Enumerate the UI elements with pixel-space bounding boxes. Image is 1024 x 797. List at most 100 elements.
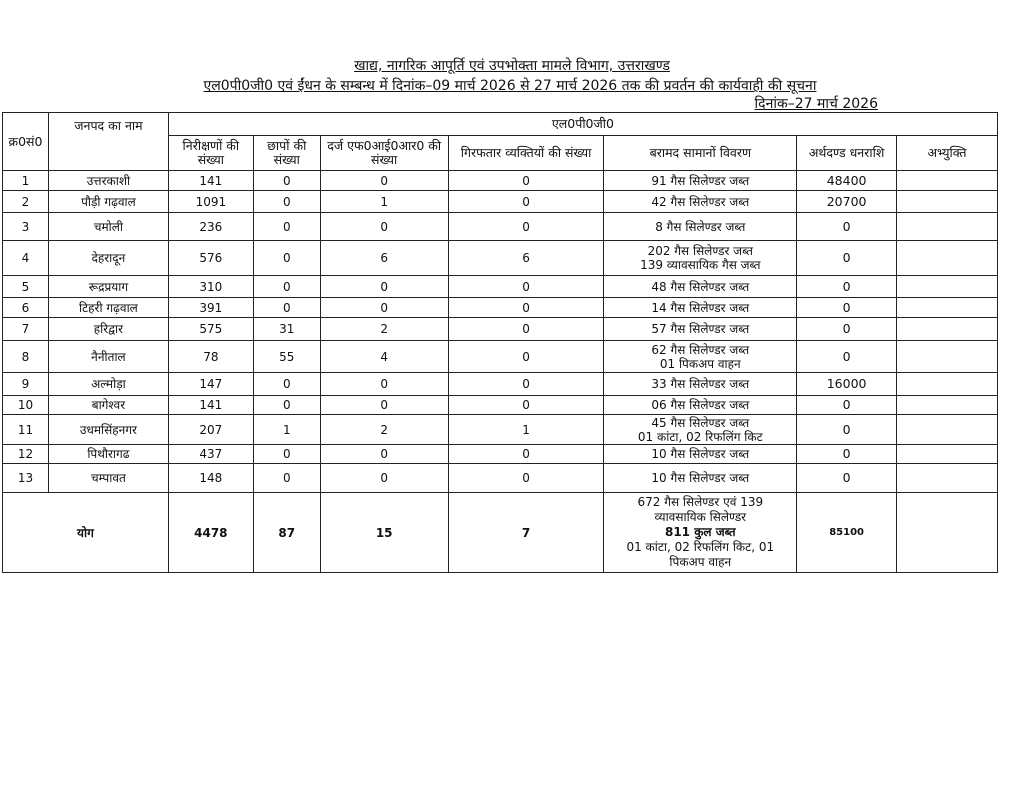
cell-items: 48 गैस सिलेण्डर जब्त xyxy=(603,275,798,298)
total-items-line: 811 कुल जब्त xyxy=(664,525,736,539)
cell-district: नैनीताल xyxy=(47,340,169,373)
cell-fine: 0 xyxy=(796,297,898,318)
cell-raids: 31 xyxy=(252,317,321,341)
total-fine: 85100 xyxy=(796,492,898,573)
cell-district: चम्पावत xyxy=(47,463,169,493)
enforcement-table: क्र0सं0 जनपद का नाम एल0पी0जी0 निरीक्षणों… xyxy=(2,112,999,573)
cell-arrests: 0 xyxy=(447,444,605,464)
cell-district: देहरादून xyxy=(47,240,169,276)
cell-sno: 8 xyxy=(2,340,49,373)
cell-fine: 20700 xyxy=(796,190,898,213)
cell-fir: 1 xyxy=(319,190,449,213)
col-sno: क्र0सं0 xyxy=(2,112,49,171)
cell-raids: 0 xyxy=(252,463,321,493)
cell-remarks xyxy=(896,414,998,445)
cell-fir: 0 xyxy=(319,395,449,415)
col-items: बरामद सामानों विवरण xyxy=(603,135,798,171)
cell-fir: 2 xyxy=(319,317,449,341)
total-inspections: 4478 xyxy=(167,492,254,573)
total-items-line: पिकअप वाहन xyxy=(669,555,732,569)
cell-arrests: 0 xyxy=(447,212,605,241)
total-items-line: व्यावसायिक सिलेण्डर xyxy=(654,510,747,524)
cell-sno: 5 xyxy=(2,275,49,298)
cell-sno: 6 xyxy=(2,297,49,318)
col-district: जनपद का नाम xyxy=(47,112,169,171)
cell-fine: 0 xyxy=(796,275,898,298)
total-items-line: 01 कांटा, 02 रिफलिंग किट, 01 xyxy=(626,540,775,554)
cell-fine: 0 xyxy=(796,212,898,241)
cell-sno: 9 xyxy=(2,372,49,396)
cell-inspections: 310 xyxy=(167,275,254,298)
cell-remarks xyxy=(896,395,998,415)
cell-items: 45 गैस सिलेण्डर जब्त 01 कांटा, 02 रिफलिं… xyxy=(603,414,798,445)
cell-raids: 0 xyxy=(252,170,321,191)
cell-arrests: 0 xyxy=(447,190,605,213)
cell-arrests: 1 xyxy=(447,414,605,445)
report-date: दिनांक–27 मार्च 2026 xyxy=(754,96,878,112)
cell-district: हरिद्वार xyxy=(47,317,169,341)
cell-fine: 0 xyxy=(796,414,898,445)
cell-arrests: 0 xyxy=(447,170,605,191)
cell-sno: 1 xyxy=(2,170,49,191)
cell-items: 14 गैस सिलेण्डर जब्त xyxy=(603,297,798,318)
table-row: 7 हरिद्वार 575 31 2 0 57 गैस सिलेण्डर जब्त 0 xyxy=(2,317,998,341)
cell-remarks xyxy=(896,275,998,298)
total-fir: 15 xyxy=(319,492,449,573)
cell-raids: 55 xyxy=(252,340,321,373)
cell-items: 10 गैस सिलेण्डर जब्त xyxy=(603,463,798,493)
cell-arrests: 0 xyxy=(447,463,605,493)
report-subject: एल0पी0जी0 एवं ईंधन के सम्बन्ध में दिनांक… xyxy=(203,78,817,94)
cell-fir: 0 xyxy=(319,463,449,493)
table-row: 8 नैनीताल 78 55 4 0 62 गैस सिलेण्डर जब्त 01 पि… xyxy=(2,340,998,373)
cell-raids: 1 xyxy=(252,414,321,445)
cell-items: 91 गैस सिलेण्डर जब्त xyxy=(603,170,798,191)
col-fir: दर्ज एफ0आई0आर0 की संख्या xyxy=(319,135,449,171)
cell-items: 33 गैस सिलेण्डर जब्त xyxy=(603,372,798,396)
total-remarks xyxy=(896,492,998,573)
cell-district: बागेश्वर xyxy=(47,395,169,415)
col-fine: अर्थदण्ड धनराशि xyxy=(796,135,898,171)
cell-fir: 4 xyxy=(319,340,449,373)
cell-items: 62 गैस सिलेण्डर जब्त 01 पिकअप वाहन xyxy=(603,340,798,373)
cell-remarks xyxy=(896,297,998,318)
cell-sno: 12 xyxy=(2,444,49,464)
cell-inspections: 141 xyxy=(167,395,254,415)
cell-fir: 0 xyxy=(319,444,449,464)
group-header-lpg: एल0पी0जी0 xyxy=(167,112,999,136)
cell-fine: 0 xyxy=(796,240,898,276)
cell-inspections: 1091 xyxy=(167,190,254,213)
cell-remarks xyxy=(896,317,998,341)
cell-fine: 0 xyxy=(796,395,898,415)
cell-inspections: 147 xyxy=(167,372,254,396)
cell-fine: 0 xyxy=(796,463,898,493)
cell-inspections: 207 xyxy=(167,414,254,445)
cell-arrests: 0 xyxy=(447,275,605,298)
cell-inspections: 141 xyxy=(167,170,254,191)
cell-remarks xyxy=(896,372,998,396)
table-row: 4 देहरादून 576 0 6 6 202 गैस सिलेण्डर जब्त 139… xyxy=(2,240,998,276)
cell-remarks xyxy=(896,212,998,241)
total-row: योग 4478 87 15 7 672 गैस सिलेण्डर एवं 13… xyxy=(2,492,998,573)
cell-sno: 11 xyxy=(2,414,49,445)
cell-items: 06 गैस सिलेण्डर जब्त xyxy=(603,395,798,415)
cell-fine: 0 xyxy=(796,444,898,464)
cell-items: 8 गैस सिलेण्डर जब्त xyxy=(603,212,798,241)
cell-remarks xyxy=(896,444,998,464)
col-raids: छापों की संख्या xyxy=(252,135,321,171)
table-row: 3 चमोली 236 0 0 0 8 गैस सिलेण्डर जब्त 0 xyxy=(2,212,998,241)
cell-district: उत्तरकाशी xyxy=(47,170,169,191)
cell-district: उधमसिंहनगर xyxy=(47,414,169,445)
cell-arrests: 0 xyxy=(447,297,605,318)
table-row: 6 टिहरी गढ़वाल 391 0 0 0 14 गैस सिलेण्डर जब्त 0 xyxy=(2,297,998,318)
cell-sno: 3 xyxy=(2,212,49,241)
total-label: योग xyxy=(2,492,169,573)
cell-fir: 0 xyxy=(319,212,449,241)
cell-fine: 0 xyxy=(796,340,898,373)
cell-raids: 0 xyxy=(252,240,321,276)
cell-remarks xyxy=(896,340,998,373)
cell-fine: 16000 xyxy=(796,372,898,396)
cell-district: अल्मोड़ा xyxy=(47,372,169,396)
cell-raids: 0 xyxy=(252,190,321,213)
col-inspections: निरीक्षणों की संख्या xyxy=(167,135,254,171)
cell-fine: 48400 xyxy=(796,170,898,191)
